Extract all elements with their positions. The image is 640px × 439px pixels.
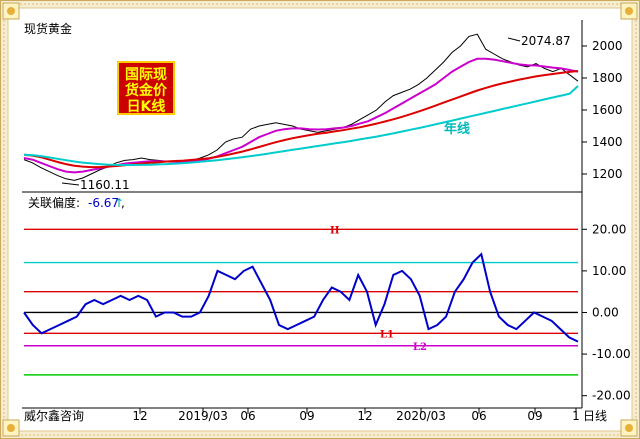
year-line-label: 年线 [444,121,470,137]
price-y-tick-label: 1200 [592,167,623,181]
x-tick-label: 09 [299,409,314,423]
footer-source: 威尔鑫咨询 [24,408,84,423]
price-y-tick-label: 2000 [592,39,623,53]
footer-period: 日线 [583,409,607,423]
x-tick-label: 06 [240,409,255,423]
reference-label-l2: L2 [413,342,427,353]
price-y-tick-label: 1800 [592,71,623,85]
series-ma_long [23,70,579,169]
skew-y-tick-label: -20.00 [592,389,631,403]
x-tick-label: 1 [572,409,580,423]
price-y-tick-label: 1600 [592,103,623,117]
inner-panel [7,7,633,432]
corner-ornament-br [620,419,638,437]
series-ma_year [23,85,579,166]
corner-ornament-bl [2,419,20,437]
high-annotation: 2074.87 [521,34,571,48]
skew-y-tick-label: -10.00 [592,347,631,361]
x-tick-label: 09 [527,409,542,423]
indicator-label: 关联偏度: [28,195,80,210]
x-tick-label: 12 [132,409,147,423]
indicator-suffix: , [121,196,125,210]
x-tick-label: 2019/03 [178,409,228,423]
low-annotation: 1160.11 [80,178,130,192]
indicator-value: -6.67 [88,196,119,210]
badge-line-1: 国际现 [125,67,167,83]
series-skew [23,252,579,343]
x-tick-label: 06 [471,409,486,423]
x-tick-label: 12 [357,409,372,423]
skew-y-tick-label: 10.00 [592,264,626,278]
title-badge: 国际现 货金价 日K线 [117,61,175,115]
x-tick-label: 2020/03 [396,409,446,423]
reference-label-l1: L1 [380,329,394,340]
skew-y-tick-label: 20.00 [592,222,626,236]
corner-ornament-tl [2,2,20,20]
frame-border [3,3,637,436]
corner-ornament-tr [620,2,638,20]
high-leader [507,37,521,42]
reference-label-h: H [330,225,339,236]
badge-line-2: 货金价 [124,82,168,99]
indicator-arrow: ↑ [114,196,124,210]
badge-line-3: 日K线 [127,98,166,115]
skew-y-tick-label: 0.00 [592,305,619,319]
price-y-tick-label: 1400 [592,135,623,149]
low-leader [61,182,80,186]
instrument-title: 现货黄金 [24,21,72,36]
